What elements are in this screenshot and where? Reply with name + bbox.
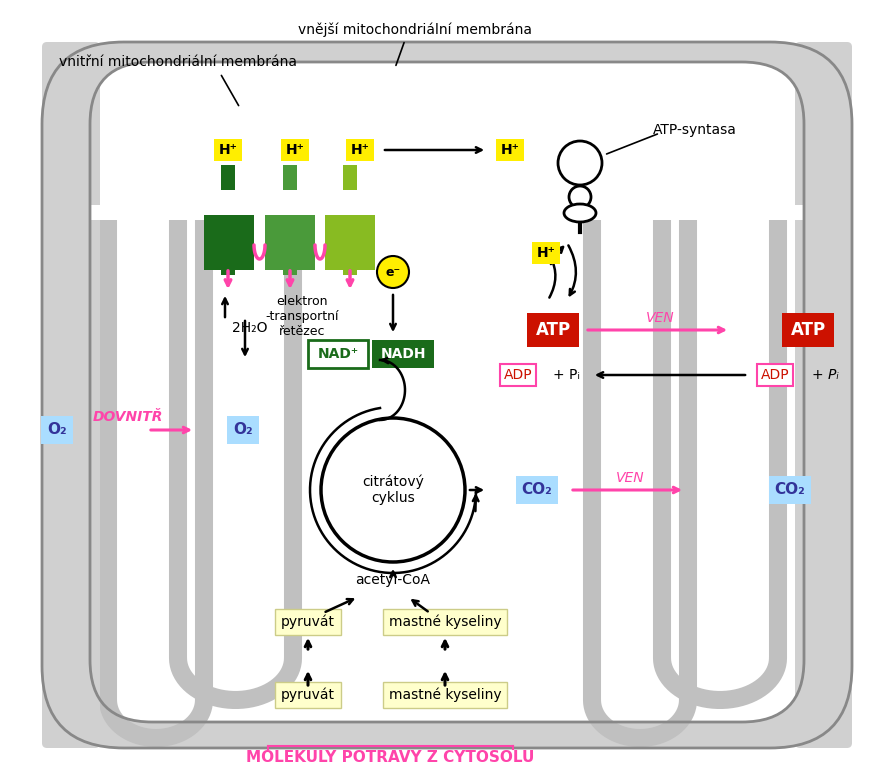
Text: + Pᵢ: + Pᵢ [812, 368, 839, 382]
Bar [325, 215, 375, 270]
Text: DOVNITŘ: DOVNITŘ [93, 410, 164, 424]
Text: VEN: VEN [616, 471, 645, 485]
Text: H⁺: H⁺ [285, 143, 305, 157]
Text: acetyl-CoA: acetyl-CoA [356, 573, 431, 587]
Text: ATP-syntasa: ATP-syntasa [653, 123, 737, 137]
Text: 2H₂O: 2H₂O [232, 321, 267, 335]
Text: NADH: NADH [380, 347, 426, 361]
FancyBboxPatch shape [90, 62, 804, 722]
Text: ATP: ATP [536, 321, 570, 339]
Text: ADP: ADP [503, 368, 532, 382]
Bar [308, 340, 368, 368]
Text: H⁺: H⁺ [501, 143, 519, 157]
Text: ATP: ATP [790, 321, 825, 339]
Text: H⁺: H⁺ [350, 143, 369, 157]
Text: NAD⁺: NAD⁺ [317, 347, 358, 361]
Text: pyruvát: pyruvát [281, 615, 335, 630]
Text: VEN: VEN [645, 311, 674, 325]
Bar [91, 205, 803, 220]
Bar [204, 215, 254, 270]
Text: ADP: ADP [761, 368, 789, 382]
Text: H⁺: H⁺ [536, 246, 555, 260]
Text: CO₂: CO₂ [774, 482, 805, 497]
Bar [283, 260, 297, 275]
Bar [283, 165, 297, 190]
Bar [343, 165, 357, 190]
Text: vnější mitochondriální membrána: vnější mitochondriální membrána [298, 23, 532, 38]
Text: citrátový
cyklus: citrátový cyklus [362, 475, 424, 505]
Circle shape [377, 256, 409, 288]
FancyBboxPatch shape [42, 42, 852, 748]
Text: H⁺: H⁺ [218, 143, 238, 157]
FancyBboxPatch shape [42, 42, 100, 748]
FancyBboxPatch shape [795, 42, 852, 748]
Bar [265, 215, 315, 270]
Text: vnitřní mitochondriální membrána: vnitřní mitochondriální membrána [59, 55, 297, 69]
Text: mastné kyseliny: mastné kyseliny [389, 687, 502, 702]
Text: O₂: O₂ [47, 422, 67, 437]
Ellipse shape [564, 204, 596, 222]
Text: CO₂: CO₂ [521, 482, 552, 497]
Bar [221, 165, 235, 190]
Text: O₂: O₂ [233, 422, 253, 437]
Circle shape [558, 141, 602, 185]
Text: elektron
-transportní
řetězec: elektron -transportní řetězec [266, 295, 339, 338]
Bar [372, 340, 434, 368]
Circle shape [569, 186, 591, 208]
Text: mastné kyseliny: mastné kyseliny [389, 615, 502, 630]
Circle shape [321, 418, 465, 562]
Text: MOLEKULY POTRAVY Z CYTOSOLU: MOLEKULY POTRAVY Z CYTOSOLU [246, 749, 535, 765]
Text: e⁻: e⁻ [385, 266, 401, 278]
Bar [221, 260, 235, 275]
Text: + Pᵢ: + Pᵢ [553, 368, 580, 382]
Text: pyruvát: pyruvát [281, 687, 335, 702]
Bar [343, 260, 357, 275]
